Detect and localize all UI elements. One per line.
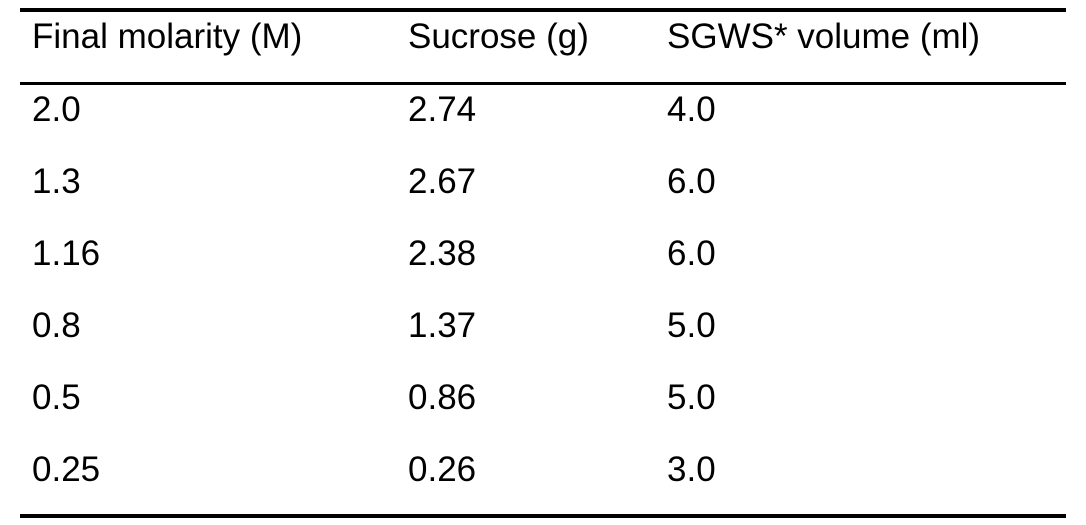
- table-header-row: Final molarity (M) Sucrose (g) SGWS* vol…: [20, 12, 1066, 62]
- cell-final-molarity: 1.16: [32, 234, 101, 273]
- data-table: Final molarity (M) Sucrose (g) SGWS* vol…: [20, 0, 1066, 525]
- cell-sucrose: 1.37: [408, 306, 477, 345]
- cell-sgws-volume: 5.0: [667, 378, 716, 417]
- cell-sgws-volume: 6.0: [667, 162, 716, 201]
- cell-final-molarity: 0.5: [32, 378, 81, 417]
- cell-sgws-volume: 5.0: [667, 306, 716, 345]
- table-row: 1.3 2.67 6.0: [20, 157, 1066, 207]
- table-top-rule: [20, 8, 1066, 12]
- header-final-molarity: Final molarity (M): [32, 17, 303, 56]
- table-row: 1.16 2.38 6.0: [20, 229, 1066, 279]
- cell-sgws-volume: 6.0: [667, 234, 716, 273]
- table-row: 0.5 0.86 5.0: [20, 373, 1066, 423]
- cell-sgws-volume: 3.0: [667, 450, 716, 489]
- table-row: 2.0 2.74 4.0: [20, 85, 1066, 135]
- table-row: 0.25 0.26 3.0: [20, 445, 1066, 495]
- table-header-rule: [20, 82, 1066, 85]
- cell-final-molarity: 1.3: [32, 162, 81, 201]
- cell-sucrose: 0.86: [408, 378, 477, 417]
- cell-sucrose: 0.26: [408, 450, 477, 489]
- cell-sgws-volume: 4.0: [667, 90, 716, 129]
- table-bottom-rule: [20, 514, 1066, 518]
- cell-final-molarity: 2.0: [32, 90, 81, 129]
- cell-sucrose: 2.67: [408, 162, 477, 201]
- header-sgws-volume: SGWS* volume (ml): [667, 17, 981, 56]
- cell-final-molarity: 0.25: [32, 450, 101, 489]
- cell-sucrose: 2.38: [408, 234, 477, 273]
- cell-final-molarity: 0.8: [32, 306, 81, 345]
- table-row: 0.8 1.37 5.0: [20, 301, 1066, 351]
- header-sucrose: Sucrose (g): [408, 17, 589, 56]
- cell-sucrose: 2.74: [408, 90, 477, 129]
